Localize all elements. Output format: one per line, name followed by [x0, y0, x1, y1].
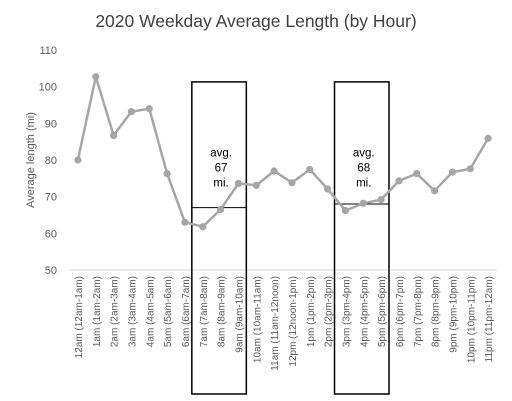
y-tick-label: 110	[39, 45, 57, 57]
x-tick-label: 2pm (2pm-3pm)	[324, 276, 335, 347]
x-tick-label: 12pm (12noon-1pm)	[288, 276, 299, 367]
average-label: avg. 67 mi.	[210, 148, 232, 190]
x-tick-label: 4am (4am-5am)	[145, 276, 156, 347]
data-point	[270, 167, 278, 175]
x-tick-label: 3pm (3pm-4pm)	[341, 276, 352, 347]
x-tick-label: 4pm (4pm-5pm)	[359, 276, 370, 347]
x-tick-label: 11pm (11pm-12am)	[484, 276, 495, 362]
data-point	[377, 196, 385, 204]
x-tick-label: 10am (10am-11am)	[252, 276, 263, 363]
x-tick-label: 6am (6am-7am)	[181, 276, 192, 347]
data-point	[74, 156, 82, 164]
x-tick-label: 3am (3am-4am)	[127, 276, 138, 347]
x-tick-label: 8am (8am-9am)	[217, 276, 228, 347]
x-tick-label: 12am (12am-1am)	[74, 276, 85, 358]
y-axis-label: Average length (mi)	[25, 112, 37, 208]
y-tick-label: 90	[45, 118, 57, 130]
data-point	[448, 168, 457, 176]
data-point	[306, 165, 314, 174]
average-box	[333, 81, 390, 395]
y-tick-label: 50	[45, 265, 57, 277]
x-tick-label: 5am (5am-6am)	[163, 276, 174, 347]
y-tick-label: 60	[45, 228, 57, 240]
data-point	[288, 179, 296, 187]
data-point	[163, 169, 171, 178]
data-point	[181, 218, 189, 226]
x-axis-ticks: 12am (12am-1am) 1am (1am-2am) 2am (2am-3am…	[74, 276, 495, 371]
data-point	[127, 108, 136, 116]
data-point	[145, 105, 153, 113]
data-point	[199, 223, 207, 231]
y-tick-label: 100	[39, 82, 57, 94]
data-point	[216, 205, 225, 214]
data-point	[252, 181, 260, 189]
data-point	[323, 185, 332, 193]
data-point	[109, 131, 118, 140]
data-point	[430, 187, 439, 195]
x-tick-label: 7pm (7pm-8pm)	[413, 276, 424, 347]
x-tick-label: 9pm (9pm-10pm)	[448, 276, 459, 353]
data-point	[341, 207, 350, 215]
x-tick-label: 1am (1am-2am)	[92, 276, 103, 347]
average-box	[191, 81, 248, 395]
x-tick-label: 1pm (1pm-2pm)	[306, 276, 317, 347]
data-point	[234, 179, 243, 188]
data-point	[484, 134, 492, 142]
x-tick-label: 10pm (10pm-11pm)	[466, 276, 477, 363]
data-points	[74, 73, 492, 231]
data-point	[395, 177, 403, 185]
data-point	[92, 73, 100, 81]
x-tick-label: 6pm (6pm-7pm)	[395, 276, 406, 347]
data-point	[359, 199, 367, 207]
chart-title: 2020 Weekday Average Length (by Hour)	[95, 11, 416, 31]
data-point	[466, 165, 474, 173]
x-tick-label: 7am (7am-8am)	[199, 276, 210, 347]
x-tick-label: 11am (11am-12noon)	[270, 276, 281, 371]
y-tick-label: 80	[45, 155, 57, 167]
x-tick-label: 5pm (5pm-6pm)	[377, 276, 388, 347]
y-tick-label: 70	[45, 192, 57, 204]
x-tick-label: 2am (2am-3am)	[110, 276, 121, 347]
y-axis-ticks: 50 60 70 80 90 100 110	[39, 45, 57, 277]
x-tick-label: 9am (9am-10am)	[234, 276, 245, 353]
x-tick-label: 8pm (8pm-9pm)	[431, 276, 442, 347]
average-label: avg. 68 mi.	[353, 148, 375, 190]
data-point	[413, 169, 421, 178]
